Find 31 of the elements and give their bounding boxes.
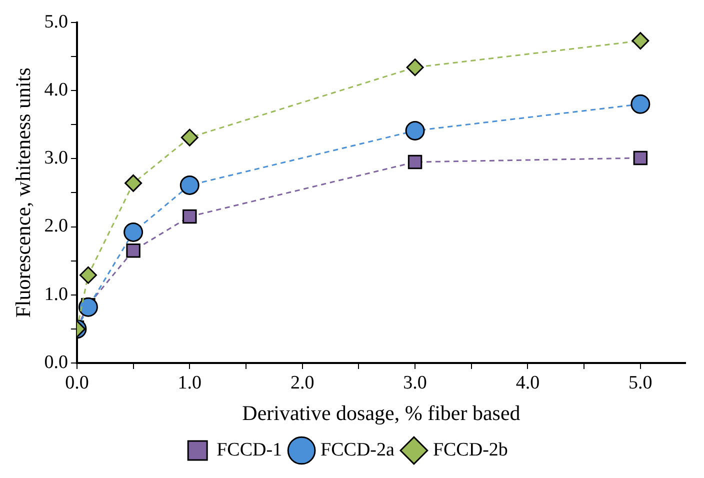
point <box>126 243 140 258</box>
point <box>406 58 424 76</box>
legend-label: FCCD-1 <box>216 439 282 460</box>
legend-label: FCCD-2a <box>320 439 396 460</box>
point <box>180 128 198 146</box>
point <box>124 222 144 242</box>
x-tick-label: 3.0 <box>403 372 427 394</box>
x-axis-title: Derivative dosage, % fiber based <box>242 400 521 425</box>
x-tick-label: 2.0 <box>290 372 314 394</box>
y-tick-label: 5.0 <box>44 11 68 32</box>
point <box>633 150 648 166</box>
point <box>78 297 98 317</box>
y-tick-label: 4.0 <box>44 80 68 101</box>
x-tick-label: 4.0 <box>516 372 540 394</box>
point <box>79 266 97 284</box>
point <box>408 154 422 170</box>
point <box>630 94 650 114</box>
point <box>124 174 142 192</box>
point <box>405 120 425 140</box>
point <box>632 32 650 50</box>
x-tick-label: 5.0 <box>628 372 652 394</box>
x-tick-label: 0.0 <box>65 372 89 394</box>
y-axis-title: Fluorescence, whiteness units <box>11 68 36 318</box>
x-tick-label: 1.0 <box>178 372 202 394</box>
y-tick-label: 0.0 <box>44 352 68 373</box>
point <box>180 175 200 195</box>
y-tick-label: 3.0 <box>44 148 68 169</box>
legend-label: FCCD-2b <box>432 439 508 460</box>
y-tick-label: 2.0 <box>44 216 68 237</box>
y-tick-label: 1.0 <box>44 284 68 305</box>
point <box>182 209 197 224</box>
